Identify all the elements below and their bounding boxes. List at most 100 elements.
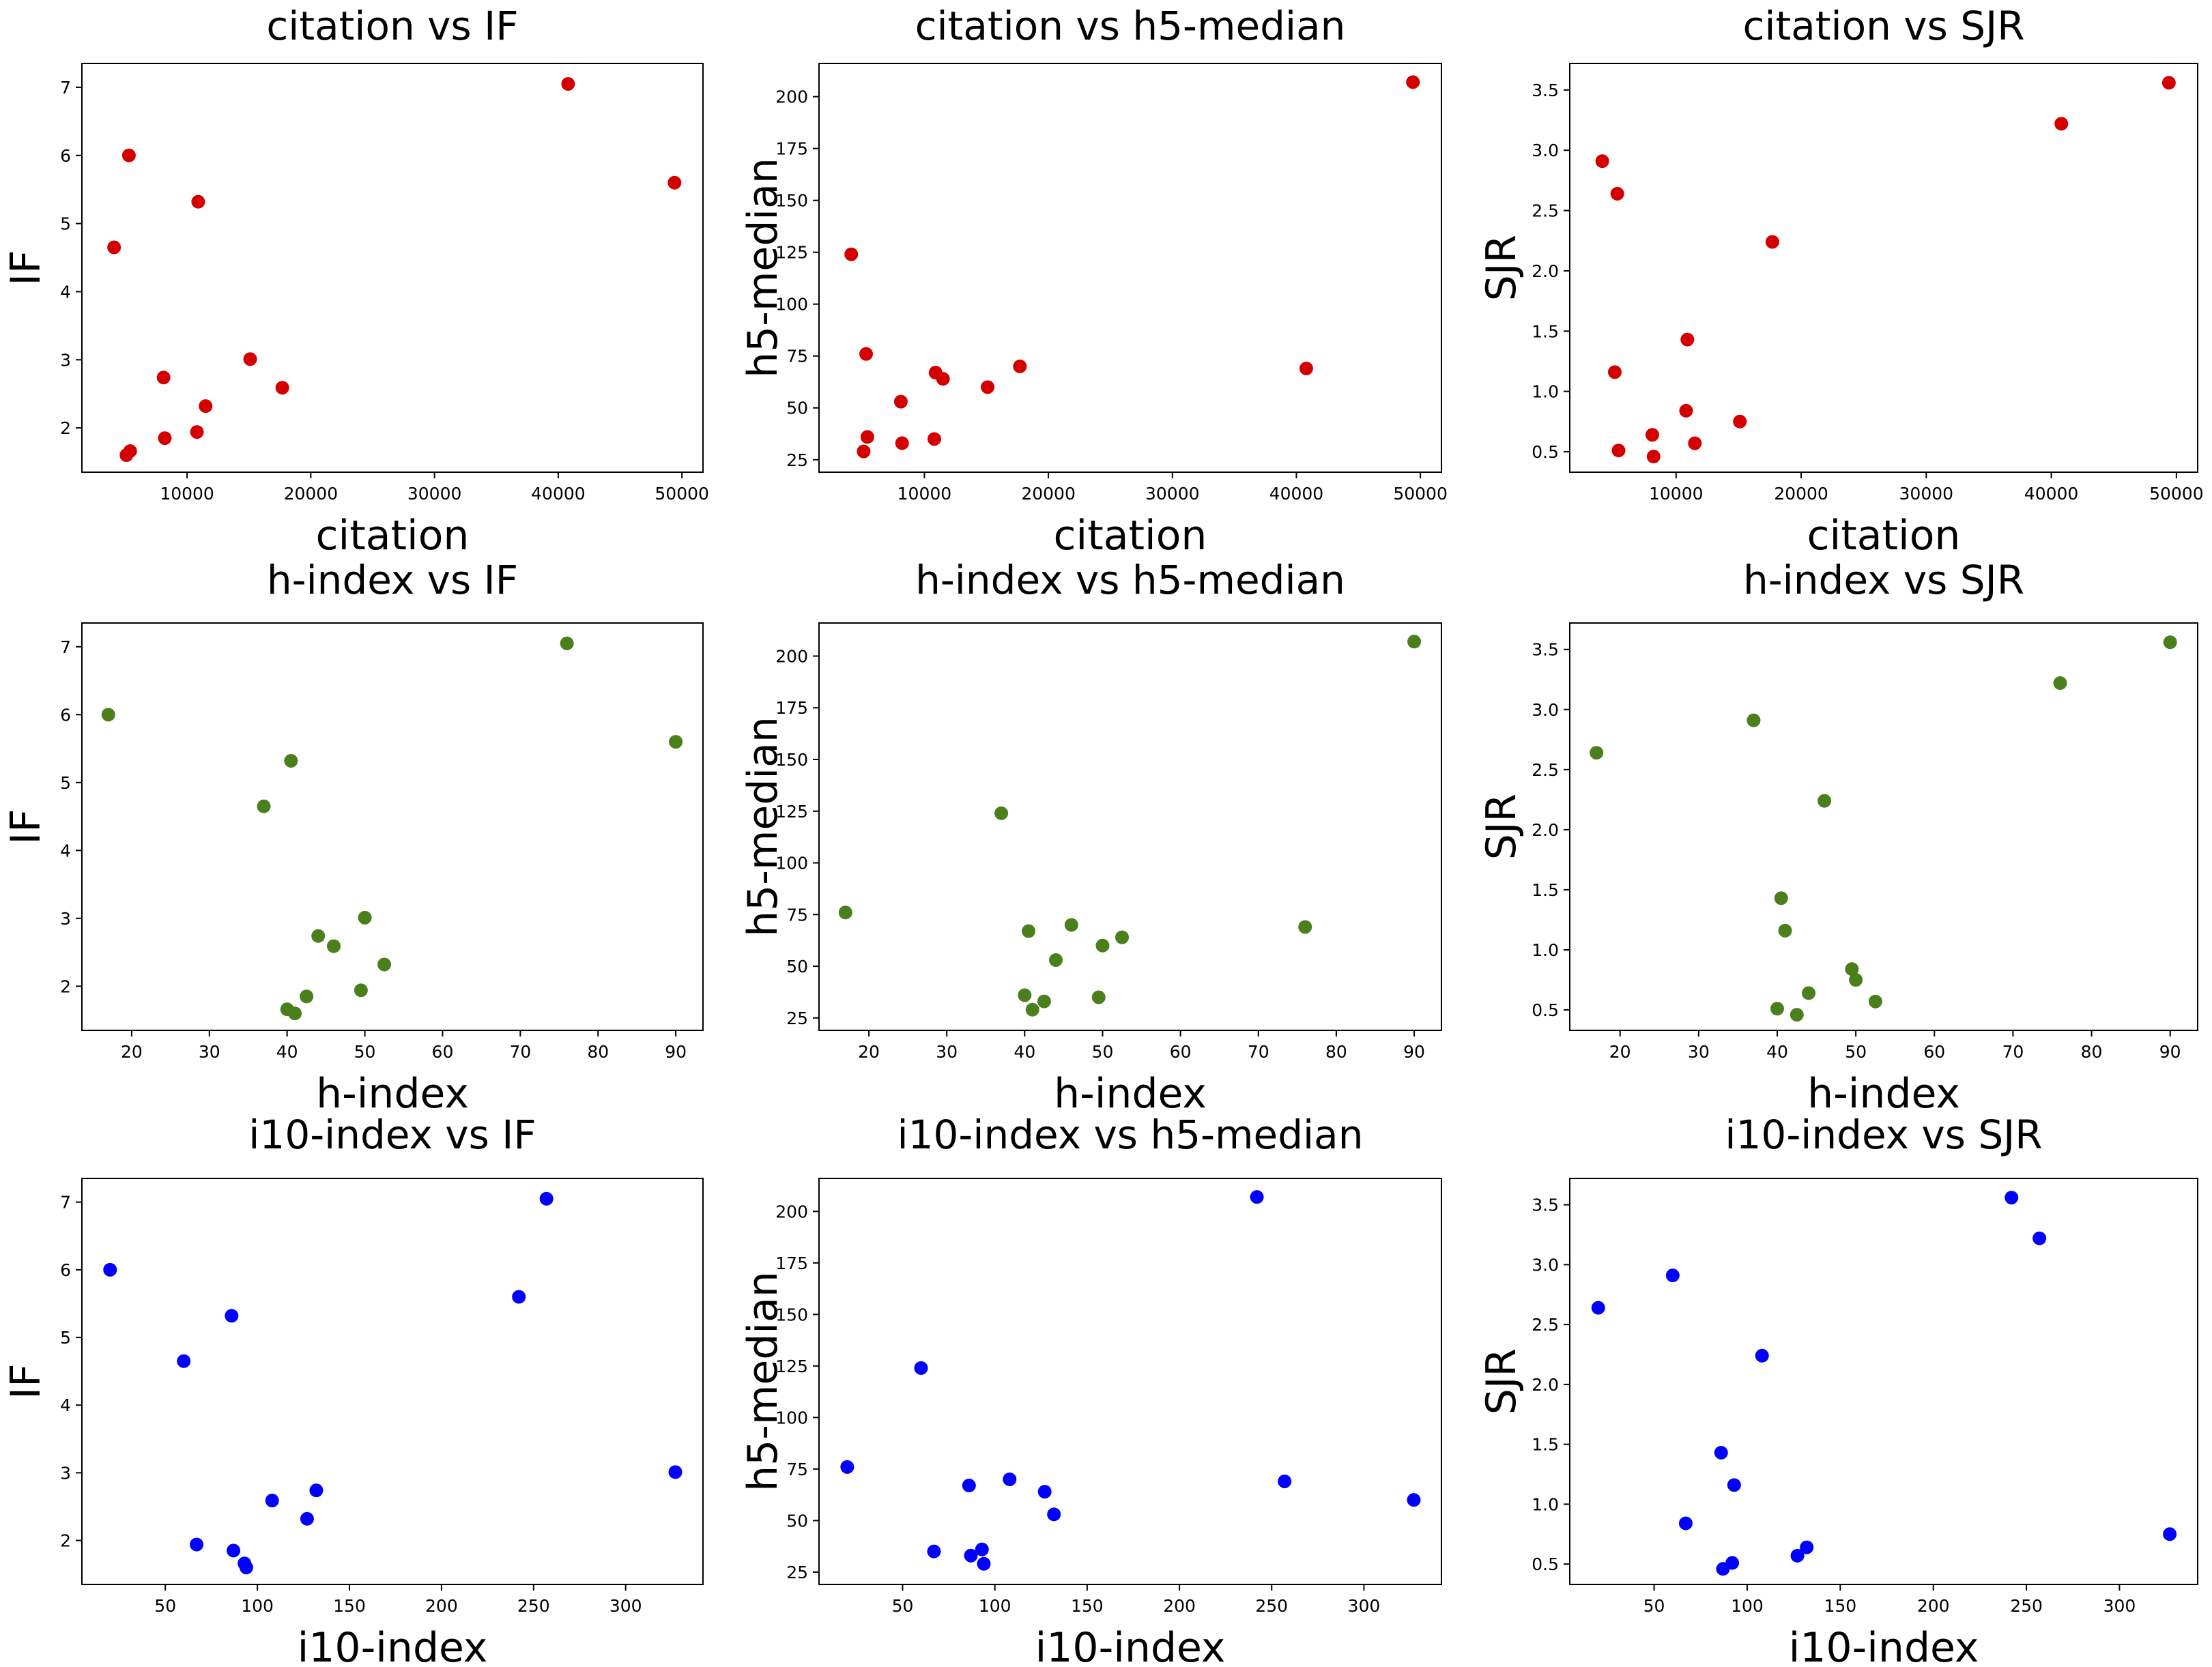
panel-9-x-axis-label: i10-index	[1789, 1624, 1979, 1667]
panel-2-x-tick-label: 30000	[1145, 484, 1200, 504]
panel-4-data-point	[300, 989, 314, 1004]
panel-2-y-axis-label: h5-median	[739, 158, 787, 378]
panel-4-y-tick-label: 5	[60, 773, 71, 793]
panel-6-x-tick-label: 90	[2159, 1042, 2181, 1062]
panel-3-x-tick-label: 30000	[1899, 484, 1954, 504]
panel-9-x-tick-label: 150	[1824, 1596, 1856, 1616]
panel-8-x-axis-label: i10-index	[1035, 1624, 1226, 1667]
panel-7-data-point	[227, 1543, 241, 1558]
panel-7-data-point	[309, 1483, 324, 1498]
panel-5-data-point	[1095, 938, 1110, 953]
panel-4-y-tick-label: 6	[60, 705, 71, 725]
panel-3-data-point	[2054, 117, 2069, 131]
panel-6-title: h-index vs SJR	[1743, 557, 2024, 603]
panel-5-data-point	[1407, 635, 1422, 649]
panel-3-axes-frame	[1569, 63, 2198, 473]
panel-6-data-point	[1802, 986, 1816, 1000]
panel-6-data-point	[1590, 746, 1604, 760]
panels-grid: citation vs IF 10000 20000 30000 40000 50000 2…	[2, 3, 2204, 1667]
panel-5-x-tick-label: 20	[858, 1042, 880, 1062]
panel-2-data-point	[1013, 359, 1027, 373]
panel-1-x-axis-label: citation	[316, 512, 470, 560]
panel-2-y-tick-label: 175	[775, 139, 808, 159]
panel-9-data-point	[1725, 1556, 1740, 1570]
panel-1-data-point	[158, 431, 172, 446]
panel-9-title: i10-index vs SJR	[1725, 1112, 2042, 1158]
panel-8-y-tick-label: 25	[786, 1563, 808, 1582]
panel-7: i10-index vs IF 50 100 150 200 250 300 2 3 4 5 6 7 i1…	[2, 1112, 704, 1667]
panel-6-y-tick-label: 1.0	[1532, 940, 1559, 960]
panel-5-data-point	[994, 806, 1009, 820]
panel-6: h-index vs SJR 20 30 40 50 60 70 80 90 0.5 1.0 1.5 2…	[1478, 557, 2198, 1118]
panel-8-data-point	[1047, 1507, 1061, 1522]
panel-7-data-point	[190, 1537, 204, 1552]
panel-4-y-tick-label: 3	[60, 909, 71, 929]
panel-4-y-tick-label: 4	[60, 841, 71, 860]
panel-1-data-point	[156, 371, 171, 385]
panel-8-x-tick-label: 100	[979, 1596, 1011, 1616]
panel-5-x-tick-label: 90	[1403, 1042, 1425, 1062]
panel-4-x-tick-label: 50	[354, 1042, 376, 1062]
panel-3-data-point	[1645, 428, 1659, 442]
panel-6-data-point	[2053, 676, 2067, 691]
panel-5-x-tick-label: 60	[1170, 1042, 1192, 1062]
panel-2: citation vs h5-median 10000 20000 30000 4000…	[739, 3, 1448, 560]
panel-6-data-point	[1747, 713, 1761, 727]
panel-3-data-point	[1680, 332, 1695, 347]
panel-4-data-point	[354, 983, 368, 998]
panel-5-y-tick-label: 75	[786, 905, 808, 925]
panel-5-data-point	[838, 905, 852, 920]
panel-7-y-tick-label: 2	[60, 1531, 71, 1551]
panel-6-data-point	[1845, 962, 1859, 976]
panel-4-x-tick-label: 80	[587, 1042, 609, 1062]
panel-8-y-axis-label: h5-median	[739, 1271, 787, 1492]
panel-3-y-tick-label: 1.0	[1532, 382, 1559, 402]
panel-3-title: citation vs SJR	[1742, 3, 2024, 49]
panel-1-x-tick-label: 30000	[407, 484, 462, 504]
panel-7-x-tick-label: 300	[609, 1596, 642, 1616]
panel-1-axes-frame	[81, 63, 704, 473]
panel-9-data-point	[1665, 1269, 1680, 1283]
panel-5-y-tick-label: 175	[775, 698, 808, 718]
panel-5-data-point	[1048, 953, 1063, 967]
panel-7-data-point	[300, 1511, 314, 1526]
panel-2-y-tick-label: 50	[786, 398, 808, 418]
panel-9-data-point	[2033, 1231, 2047, 1245]
panel-6-x-tick-label: 70	[2002, 1042, 2024, 1062]
panel-6-data-point	[1818, 794, 1832, 808]
panel-1-y-tick-label: 2	[60, 418, 71, 438]
panel-2-data-point	[1299, 361, 1313, 375]
panel-9-y-tick-label: 1.5	[1532, 1435, 1559, 1455]
panel-2-y-tick-label: 25	[786, 450, 808, 470]
panel-4-x-tick-label: 30	[199, 1042, 220, 1062]
panel-5-y-tick-label: 150	[775, 750, 808, 770]
panel-5-data-point	[1064, 918, 1078, 932]
panel-8-y-tick-label: 125	[775, 1357, 808, 1376]
panel-7-data-point	[225, 1309, 239, 1323]
panel-2-data-point	[981, 380, 995, 394]
panel-9-y-tick-label: 2.5	[1532, 1315, 1559, 1335]
panel-1-y-tick-label: 4	[60, 282, 71, 302]
panel-9-data-point	[2163, 1527, 2177, 1541]
panel-9-data-point	[1714, 1445, 1728, 1460]
panel-8-data-point	[975, 1542, 989, 1556]
panel-4-data-point	[311, 929, 326, 943]
panel-7-y-tick-label: 7	[60, 1193, 71, 1213]
panel-1-data-point	[243, 352, 257, 366]
panel-5-data-point	[1018, 988, 1032, 1002]
panel-9-data-point	[1800, 1540, 1814, 1554]
panel-3-data-point	[1679, 403, 1693, 418]
panel-6-data-point	[1774, 891, 1788, 905]
panel-9-data-point	[1755, 1348, 1769, 1363]
panel-8-x-tick-label: 250	[1255, 1596, 1288, 1616]
panel-5-data-point	[1022, 924, 1036, 938]
panel-1-y-tick-label: 5	[60, 214, 71, 234]
panel-9-y-tick-label: 0.5	[1532, 1554, 1559, 1574]
panel-1-x-tick-label: 40000	[531, 484, 586, 504]
panel-6-y-tick-label: 1.5	[1532, 880, 1559, 900]
panel-3-data-point	[1765, 235, 1779, 249]
panel-7-x-tick-label: 250	[517, 1596, 550, 1616]
panel-9-data-point	[2005, 1191, 2019, 1205]
panel-7-title: i10-index vs IF	[248, 1112, 536, 1158]
panel-9-y-tick-label: 2.0	[1532, 1375, 1559, 1395]
